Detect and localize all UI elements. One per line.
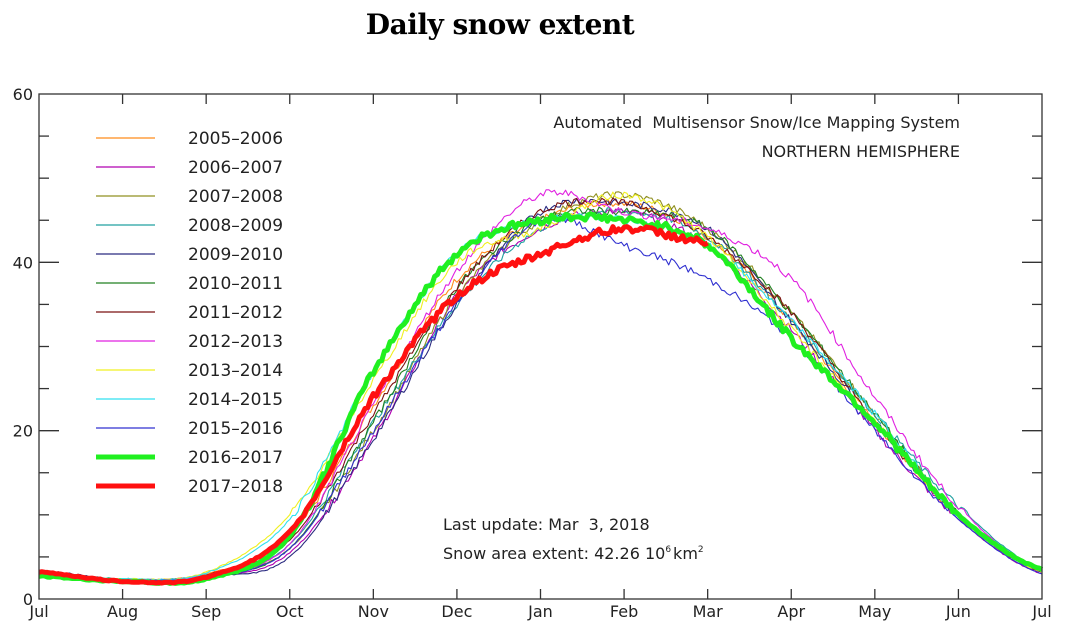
legend-item: 2010–2011 bbox=[96, 274, 283, 294]
legend-label: 2005–2006 bbox=[188, 129, 283, 149]
legend-label: 2006–2007 bbox=[188, 158, 283, 178]
axes: Jul Aug Sep Oct Nov Dec Jan Feb Mar Apr May Jun Jul0… bbox=[13, 85, 1052, 621]
legend-item: 2012–2013 bbox=[96, 332, 283, 352]
legend-label: 2015–2016 bbox=[188, 419, 283, 439]
x-tick-label: Nov bbox=[358, 602, 389, 621]
x-tick-label: Jun bbox=[945, 602, 971, 621]
legend-label: 2008–2009 bbox=[188, 216, 283, 236]
legend-item: 2016–2017 bbox=[96, 448, 283, 468]
legend-item: 2005–2006 bbox=[96, 129, 283, 149]
legend-item: 2014–2015 bbox=[96, 390, 283, 410]
legend-label: 2011–2012 bbox=[188, 303, 283, 323]
legend-label: 2014–2015 bbox=[188, 390, 283, 410]
legend-label: 2012–2013 bbox=[188, 332, 283, 352]
y-tick-label: 40 bbox=[13, 253, 33, 272]
annotation-snow-extent: Snow area extent: 42.26 106 km2 bbox=[443, 544, 704, 563]
legend-label: 2007–2008 bbox=[188, 187, 283, 207]
x-tick-label: Jan bbox=[527, 602, 553, 621]
chart-title: Daily snow extent bbox=[365, 8, 635, 41]
legend-item: 2011–2012 bbox=[96, 303, 283, 323]
series-layer bbox=[38, 189, 1044, 586]
extent-unit: km bbox=[673, 544, 698, 563]
x-tick-label: May bbox=[858, 602, 891, 621]
legend-label: 2017–2018 bbox=[188, 477, 283, 497]
x-tick-label: Sep bbox=[191, 602, 221, 621]
legend-item: 2013–2014 bbox=[96, 361, 283, 381]
y-tick-label: 60 bbox=[13, 85, 33, 104]
legend-label: 2016–2017 bbox=[188, 448, 283, 468]
annotations: Automated Multisensor Snow/Ice Mapping S… bbox=[443, 113, 960, 563]
y-tick-label: 20 bbox=[13, 422, 33, 441]
x-tick-label: Apr bbox=[777, 602, 805, 621]
extent-exponent: 6 bbox=[665, 545, 671, 555]
legend-item: 2009–2010 bbox=[96, 245, 283, 265]
legend-item: 2015–2016 bbox=[96, 419, 283, 439]
legend: 2005–2006 2006–2007 2007–2008 2008–2009 2009… bbox=[96, 129, 283, 497]
x-tick-label: Jul bbox=[28, 602, 48, 621]
legend-item: 2006–2007 bbox=[96, 158, 283, 178]
series-line-2017-2018 bbox=[38, 224, 709, 586]
legend-item: 2017–2018 bbox=[96, 477, 283, 497]
legend-label: 2009–2010 bbox=[188, 245, 283, 265]
annotation-region: NORTHERN HEMISPHERE bbox=[762, 142, 960, 161]
legend-label: 2010–2011 bbox=[188, 274, 283, 294]
x-tick-label: Mar bbox=[693, 602, 724, 621]
y-tick-label: 0 bbox=[23, 590, 33, 609]
legend-item: 2008–2009 bbox=[96, 216, 283, 236]
extent-unit-exponent: 2 bbox=[698, 545, 704, 555]
legend-item: 2007–2008 bbox=[96, 187, 283, 207]
x-tick-label: Jul bbox=[1031, 602, 1051, 621]
extent-value: Snow area extent: 42.26 10 bbox=[443, 544, 665, 563]
x-tick-label: Oct bbox=[276, 602, 304, 621]
annotation-system: Automated Multisensor Snow/Ice Mapping S… bbox=[553, 113, 960, 132]
annotation-last-update: Last update: Mar 3, 2018 bbox=[443, 515, 650, 534]
x-tick-label: Feb bbox=[610, 602, 638, 621]
x-tick-label: Aug bbox=[107, 602, 138, 621]
legend-label: 2013–2014 bbox=[188, 361, 283, 381]
x-tick-label: Dec bbox=[441, 602, 472, 621]
